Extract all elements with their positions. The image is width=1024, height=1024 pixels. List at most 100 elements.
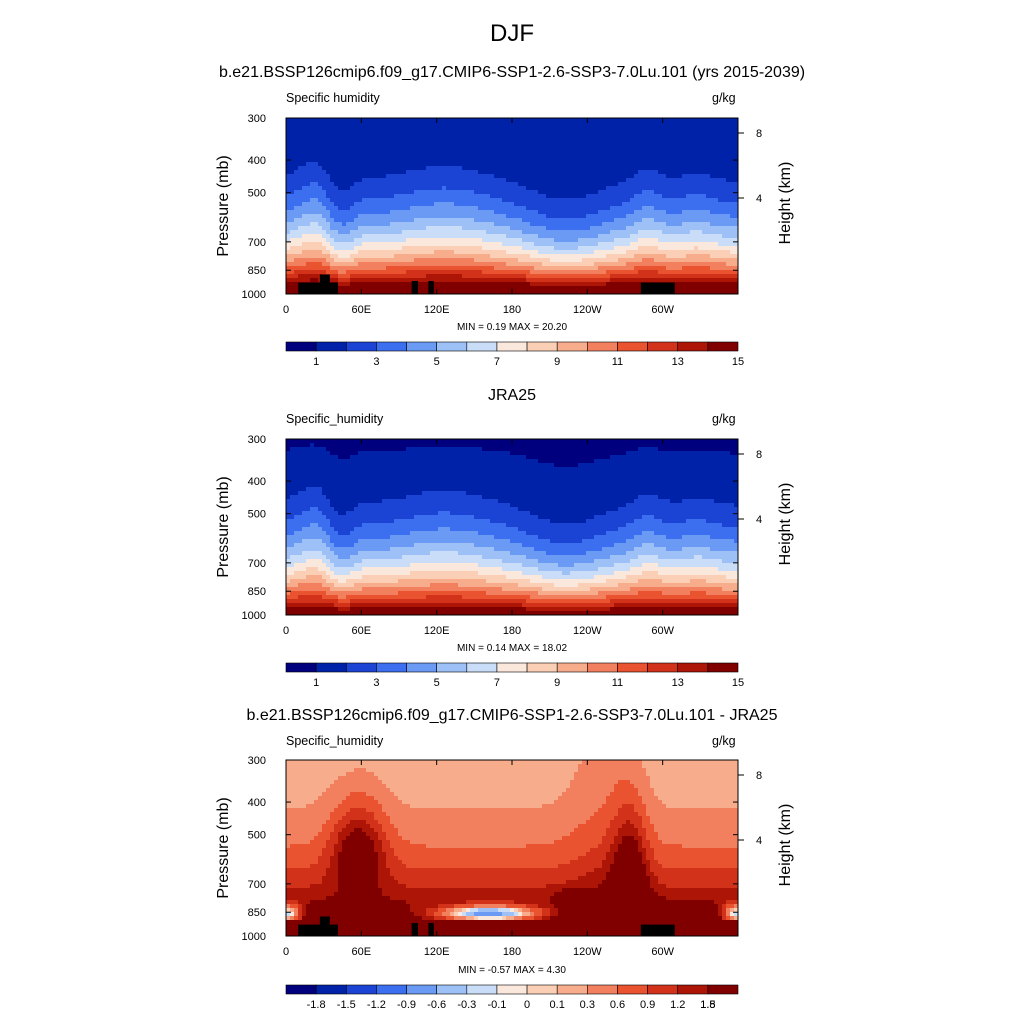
terrain-mask: [411, 281, 418, 294]
pressure-tick-label: 300: [248, 434, 266, 446]
panel-1-units-label: g/kg: [712, 91, 736, 105]
colorbar-swatch: [587, 662, 618, 673]
pressure-tick-label: 400: [248, 476, 266, 488]
colorbar-tick-label: 11: [612, 677, 623, 689]
colorbar-tick-label: 1: [313, 356, 319, 368]
colorbar-tick-label: 5: [434, 356, 440, 368]
panel-1-contour-field: [286, 118, 738, 294]
pressure-tick-label: 400: [248, 797, 266, 809]
panel-3-contour-field: [286, 760, 738, 936]
panel-2-colorbar: [285, 662, 739, 673]
pressure-tick-label: 500: [248, 509, 266, 521]
height-tick-label: 4: [756, 514, 762, 526]
colorbar-swatch: [526, 341, 558, 352]
longitude-tick-label: 0: [283, 625, 289, 637]
pressure-axis-label: Pressure (mb): [215, 155, 232, 256]
colorbar-swatch: [526, 662, 558, 673]
colorbar-tick-label: 9: [554, 677, 560, 689]
colorbar-tick-label: -0.1: [487, 999, 506, 1011]
terrain-mask: [640, 924, 675, 936]
colorbar-tick-label: 0.1: [550, 999, 565, 1011]
colorbar-swatch: [647, 984, 679, 995]
colorbar-swatch: [647, 341, 679, 352]
panel-1-colorbar: [285, 341, 739, 352]
longitude-tick-label: 60E: [352, 946, 372, 958]
colorbar-swatch: [466, 662, 498, 673]
colorbar-tick-label: -0.9: [397, 999, 416, 1011]
colorbar-tick-label: 13: [672, 677, 684, 689]
colorbar-swatch: [345, 662, 377, 673]
longitude-tick-label: 60W: [651, 625, 674, 637]
colorbar-swatch: [406, 984, 437, 995]
main-title: DJF: [490, 20, 534, 47]
height-axis-label: Height (km): [777, 483, 794, 566]
colorbar-swatch: [315, 341, 347, 352]
colorbar-tick-label: 7: [494, 356, 500, 368]
colorbar-swatch: [466, 341, 498, 352]
colorbar-swatch: [436, 662, 468, 673]
pressure-tick-label: 700: [248, 879, 266, 891]
pressure-tick-label: 1000: [242, 931, 266, 943]
panel-2-contour-field: [286, 439, 738, 615]
pressure-tick-label: 300: [248, 755, 266, 767]
longitude-tick-label: 180: [503, 304, 521, 316]
pressure-tick-label: 1000: [242, 289, 266, 301]
colorbar-swatch: [496, 341, 528, 352]
panel-3-variable-label: Specific_humidity: [286, 734, 384, 748]
pressure-tick-label: 700: [248, 237, 266, 249]
colorbar-swatch: [556, 984, 588, 995]
longitude-tick-label: 0: [283, 946, 289, 958]
longitude-tick-label: 120W: [573, 946, 602, 958]
colorbar-swatch: [677, 984, 709, 995]
colorbar-tick-label: 5: [434, 677, 440, 689]
colorbar-swatch: [436, 984, 468, 995]
height-tick-label: 4: [756, 835, 762, 847]
terrain-mask: [298, 282, 338, 294]
longitude-tick-label: 120E: [424, 946, 450, 958]
height-axis-label: Height (km): [777, 162, 794, 245]
colorbar-swatch: [556, 662, 588, 673]
colorbar-swatch: [376, 662, 407, 673]
pressure-tick-label: 500: [248, 188, 266, 200]
colorbar-tick-label: 0: [524, 999, 530, 1011]
colorbar-tick-label: 1.8: [700, 999, 715, 1011]
pressure-tick-label: 400: [248, 155, 266, 167]
panel-1-plot: [285, 117, 744, 295]
panel-2-variable-label: Specific_humidity: [286, 412, 384, 426]
pressure-tick-label: 500: [248, 830, 266, 842]
colorbar-swatch: [406, 662, 437, 673]
colorbar-tick-label: 1.2: [670, 999, 685, 1011]
colorbar-tick-label: 9: [554, 356, 560, 368]
colorbar-swatch: [285, 662, 317, 673]
panel-1-title: b.e21.BSSP126cmip6.f09_g17.CMIP6-SSP1-2.…: [218, 64, 806, 81]
terrain-mask: [411, 923, 418, 936]
pressure-axis-label: Pressure (mb): [215, 476, 232, 577]
longitude-tick-label: 60W: [651, 304, 674, 316]
terrain-mask: [428, 923, 434, 936]
longitude-tick-label: 60E: [352, 625, 372, 637]
colorbar-swatch: [466, 984, 498, 995]
pressure-tick-label: 850: [248, 586, 266, 598]
longitude-tick-label: 120W: [573, 625, 602, 637]
colorbar-tick-label: -0.6: [427, 999, 446, 1011]
terrain-mask: [298, 924, 338, 936]
terrain-mask: [428, 281, 434, 294]
colorbar-tick-label: 7: [494, 677, 500, 689]
pressure-tick-label: 850: [248, 907, 266, 919]
pressure-tick-label: 300: [248, 113, 266, 125]
colorbar-tick-label: -1.2: [367, 999, 386, 1011]
colorbar-tick-label: 0.9: [640, 999, 655, 1011]
colorbar-tick-label: -0.3: [457, 999, 476, 1011]
colorbar-tick-label: 11: [612, 356, 623, 368]
panel-2-title: JRA25: [487, 387, 537, 404]
longitude-tick-label: 120W: [573, 304, 602, 316]
colorbar-tick-label: 3: [373, 677, 379, 689]
terrain-mask: [319, 274, 330, 294]
pressure-tick-label: 700: [248, 558, 266, 570]
panel-3-units-label: g/kg: [712, 734, 736, 748]
height-tick-label: 8: [756, 770, 762, 782]
panel-2-units-label: g/kg: [712, 412, 736, 426]
colorbar-swatch: [345, 984, 377, 995]
longitude-tick-label: 180: [503, 625, 521, 637]
